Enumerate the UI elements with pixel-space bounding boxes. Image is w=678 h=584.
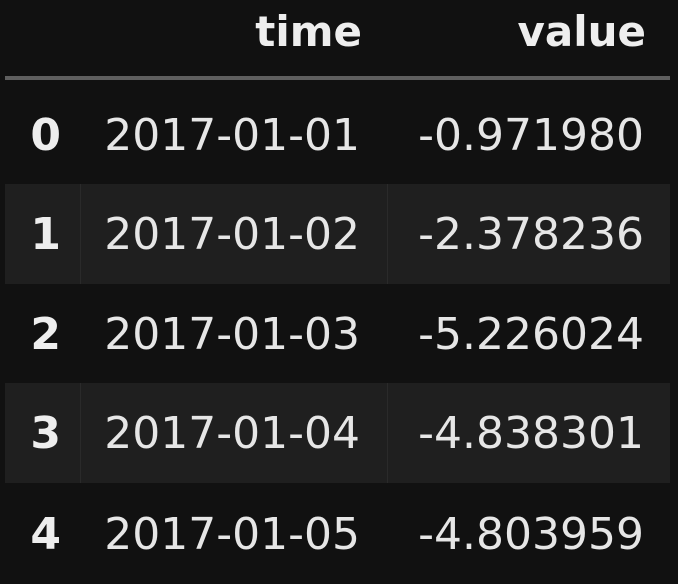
row-index: 0 xyxy=(30,110,61,161)
column-separator xyxy=(387,184,388,284)
column-header-time: time xyxy=(255,7,362,56)
value-cell: -2.378236 xyxy=(418,209,644,260)
table-header: time value xyxy=(0,0,678,80)
value-cell: -4.803959 xyxy=(418,509,644,560)
column-header-value: value xyxy=(517,7,646,56)
column-separator xyxy=(80,383,81,483)
value-cell: -4.838301 xyxy=(418,408,644,459)
value-cell: -5.226024 xyxy=(418,309,644,360)
time-cell: 2017-01-03 xyxy=(104,309,360,360)
table-row: 0 2017-01-01 -0.971980 xyxy=(5,85,670,185)
time-cell: 2017-01-05 xyxy=(104,509,360,560)
table-row: 2 2017-01-03 -5.226024 xyxy=(5,284,670,384)
table-row: 4 2017-01-05 -4.803959 xyxy=(5,484,670,584)
time-cell: 2017-01-02 xyxy=(104,209,360,260)
column-separator xyxy=(80,184,81,284)
value-cell: -0.971980 xyxy=(418,110,644,161)
time-cell: 2017-01-04 xyxy=(104,408,360,459)
row-index: 4 xyxy=(30,509,61,560)
column-separator xyxy=(387,383,388,483)
row-index: 3 xyxy=(30,408,61,459)
time-cell: 2017-01-01 xyxy=(104,110,360,161)
row-index: 1 xyxy=(30,209,61,260)
header-divider xyxy=(5,76,670,80)
table-row: 3 2017-01-04 -4.838301 xyxy=(5,383,670,483)
row-index: 2 xyxy=(30,309,61,360)
table-row: 1 2017-01-02 -2.378236 xyxy=(5,184,670,284)
